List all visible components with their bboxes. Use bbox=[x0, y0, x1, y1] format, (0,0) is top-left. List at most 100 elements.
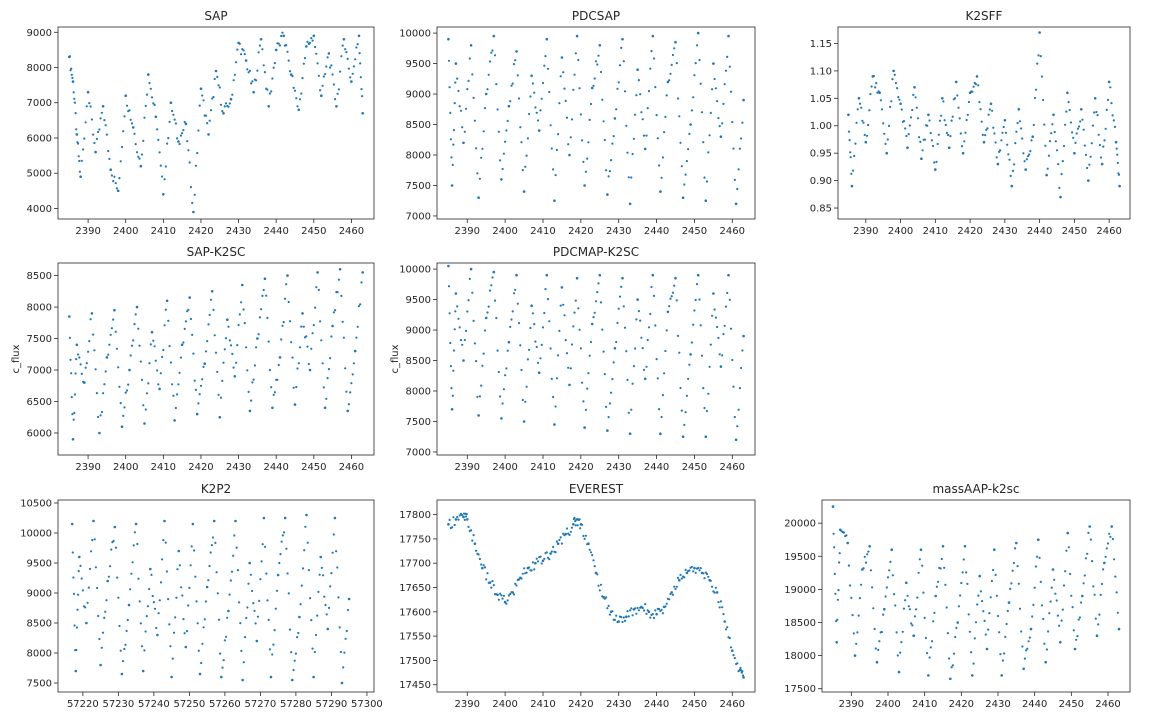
density-dot bbox=[228, 339, 231, 342]
density-dot bbox=[250, 399, 253, 402]
density-dot bbox=[915, 106, 918, 109]
data-point bbox=[214, 69, 218, 73]
density-dot bbox=[933, 611, 936, 615]
density-dot bbox=[971, 90, 974, 93]
data-point bbox=[659, 190, 662, 193]
density-dot bbox=[870, 85, 873, 88]
data-point bbox=[696, 273, 700, 277]
density-dot bbox=[663, 131, 666, 134]
axes-frame bbox=[436, 262, 756, 456]
data-point bbox=[319, 555, 323, 559]
density-dot bbox=[497, 370, 500, 374]
panel-title: PDCSAP bbox=[572, 9, 620, 23]
scatter-points bbox=[447, 264, 745, 442]
density-dot bbox=[685, 160, 689, 163]
density-dot bbox=[989, 596, 992, 599]
panel-title: K2SFF bbox=[966, 9, 1003, 23]
density-dot bbox=[644, 603, 647, 606]
data-point bbox=[226, 318, 229, 322]
data-point bbox=[1080, 108, 1083, 111]
density-dot bbox=[1021, 645, 1024, 648]
density-dot bbox=[461, 126, 464, 129]
density-dot bbox=[717, 601, 720, 604]
density-dot bbox=[1114, 575, 1117, 578]
density-dot bbox=[617, 81, 620, 84]
density-dot bbox=[74, 112, 77, 115]
density-dot bbox=[247, 582, 250, 585]
x-tick-label: 2400 bbox=[492, 699, 517, 710]
density-dot bbox=[582, 160, 585, 163]
density-dot bbox=[922, 591, 925, 594]
y-tick-label: 20000 bbox=[784, 519, 816, 530]
density-dot bbox=[1047, 630, 1050, 633]
data-point bbox=[70, 522, 74, 526]
density-dot bbox=[281, 324, 284, 327]
density-dot bbox=[1026, 155, 1030, 158]
panel-massaap-k2sc: 2390 2400 2410 2420 2430 2440 2450 246017500180… bbox=[784, 482, 1131, 710]
density-dot bbox=[536, 361, 540, 364]
density-dot bbox=[203, 618, 206, 621]
scatter-points bbox=[447, 31, 745, 206]
density-dot bbox=[908, 124, 911, 127]
density-dot bbox=[517, 578, 521, 581]
density-dot bbox=[550, 377, 553, 380]
data-point bbox=[484, 316, 488, 320]
density-dot bbox=[490, 284, 493, 287]
density-dot bbox=[201, 642, 204, 645]
density-dot bbox=[226, 616, 229, 619]
density-dot bbox=[516, 74, 519, 77]
density-dot bbox=[456, 516, 459, 519]
density-dot bbox=[1093, 111, 1096, 114]
density-dot bbox=[702, 387, 705, 390]
data-point bbox=[503, 600, 507, 604]
density-dot bbox=[886, 576, 890, 579]
density-dot bbox=[161, 175, 164, 178]
density-dot bbox=[987, 113, 990, 116]
density-dot bbox=[143, 649, 146, 652]
density-dot bbox=[521, 398, 524, 402]
x-tick-label: 2460 bbox=[720, 699, 745, 710]
density-dot bbox=[246, 606, 249, 609]
density-dot bbox=[908, 608, 912, 611]
density-dot bbox=[110, 327, 113, 330]
density-dot bbox=[136, 542, 139, 546]
density-dot bbox=[502, 152, 505, 155]
density-dot bbox=[967, 100, 971, 104]
density-dot bbox=[972, 85, 975, 88]
scatter-density bbox=[68, 31, 364, 205]
data-point bbox=[188, 296, 191, 299]
density-dot bbox=[72, 91, 75, 94]
density-dot bbox=[96, 586, 99, 590]
data-point bbox=[466, 518, 469, 521]
density-dot bbox=[977, 594, 980, 597]
density-dot bbox=[295, 97, 298, 100]
density-dot bbox=[1013, 163, 1016, 166]
density-dot bbox=[1002, 125, 1005, 129]
data-point bbox=[636, 298, 639, 301]
scatter-density bbox=[847, 54, 1121, 189]
density-dot bbox=[545, 551, 548, 554]
density-dot bbox=[1088, 163, 1091, 166]
density-dot bbox=[502, 388, 505, 391]
density-dot bbox=[332, 533, 335, 536]
density-dot bbox=[836, 618, 839, 621]
density-dot bbox=[558, 102, 561, 105]
density-dot bbox=[622, 60, 625, 63]
density-dot bbox=[982, 610, 985, 613]
density-dot bbox=[480, 563, 483, 566]
x-tick-label: 2420 bbox=[568, 226, 593, 237]
density-dot bbox=[301, 77, 304, 80]
density-dot bbox=[1108, 532, 1111, 535]
density-dot bbox=[236, 569, 239, 572]
data-point bbox=[568, 383, 571, 387]
density-dot bbox=[135, 151, 139, 154]
density-dot bbox=[950, 119, 953, 122]
y-tick-label: 17750 bbox=[399, 534, 431, 545]
density-dot bbox=[1079, 120, 1082, 123]
y-tick-label: 9500 bbox=[27, 559, 52, 570]
density-dot bbox=[77, 593, 80, 596]
density-dot bbox=[261, 294, 264, 297]
density-dot bbox=[539, 555, 542, 558]
density-dot bbox=[283, 531, 286, 534]
density-dot bbox=[622, 616, 625, 619]
